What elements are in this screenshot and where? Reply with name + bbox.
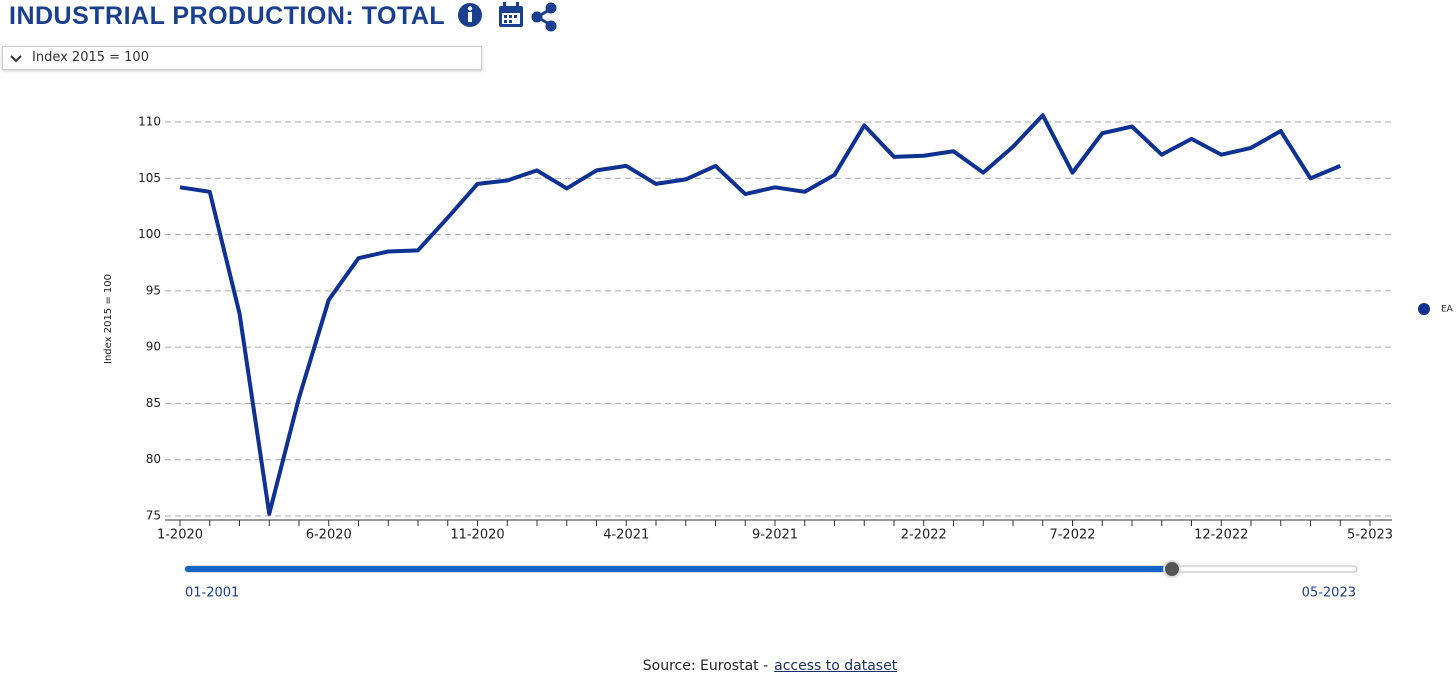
chevron: [10, 55, 22, 63]
source: Source: Eurostat - access to dataset: [0, 658, 1456, 674]
x-tick-label: 2-2022: [901, 528, 947, 543]
y-tick-label: 85: [146, 396, 161, 410]
x-tick-label: 9-2021: [752, 528, 798, 543]
x-tick-label: 7-2022: [1049, 528, 1095, 543]
data-line: [179, 113, 1342, 516]
share-icon[interactable]: [531, 2, 557, 32]
y-tick-label: 105: [138, 171, 161, 185]
source-text: Source: Eurostat -: [642, 658, 769, 674]
chart: 01-2001 05-2023 75 80 85 90 95 100 105 110 Index…: [103, 113, 1454, 601]
y-tick-label: 90: [146, 340, 161, 354]
x-tick-label: 4-2021: [603, 528, 649, 543]
x-tick-label: 11-2020: [450, 528, 504, 543]
y-axis-label: Index 2015 = 100: [103, 274, 114, 364]
y-tick-label: 75: [146, 509, 161, 523]
unit-dropdown[interactable]: Index 2015 = 100: [2, 46, 482, 70]
x-tick-label: 1-2020: [157, 528, 203, 543]
legend-label: EA: [1441, 305, 1454, 315]
y-tick-label: 110: [138, 115, 161, 129]
y-tick-label: 80: [146, 452, 161, 466]
x-tick-label: 5-2023: [1347, 528, 1393, 543]
x-tick-label: 12-2022: [1194, 528, 1248, 543]
slider-start: 01-2001: [185, 586, 239, 601]
info-icon[interactable]: [458, 3, 482, 27]
slider-end: 05-2023: [1302, 586, 1356, 601]
toolbar-icons: [458, 2, 557, 32]
x-tick-label: 6-2020: [306, 528, 352, 543]
dataset-link[interactable]: access to dataset: [774, 658, 898, 674]
legend-marker: [1418, 303, 1430, 315]
y-tick-label: 95: [146, 283, 161, 297]
page-title: INDUSTRIAL PRODUCTION: TOTAL: [9, 2, 446, 30]
time-slider[interactable]: [184, 560, 1358, 578]
dropdown-label: Index 2015 = 100: [32, 50, 149, 65]
y-tick-label: 100: [138, 227, 161, 241]
calendar-icon[interactable]: [499, 2, 523, 27]
